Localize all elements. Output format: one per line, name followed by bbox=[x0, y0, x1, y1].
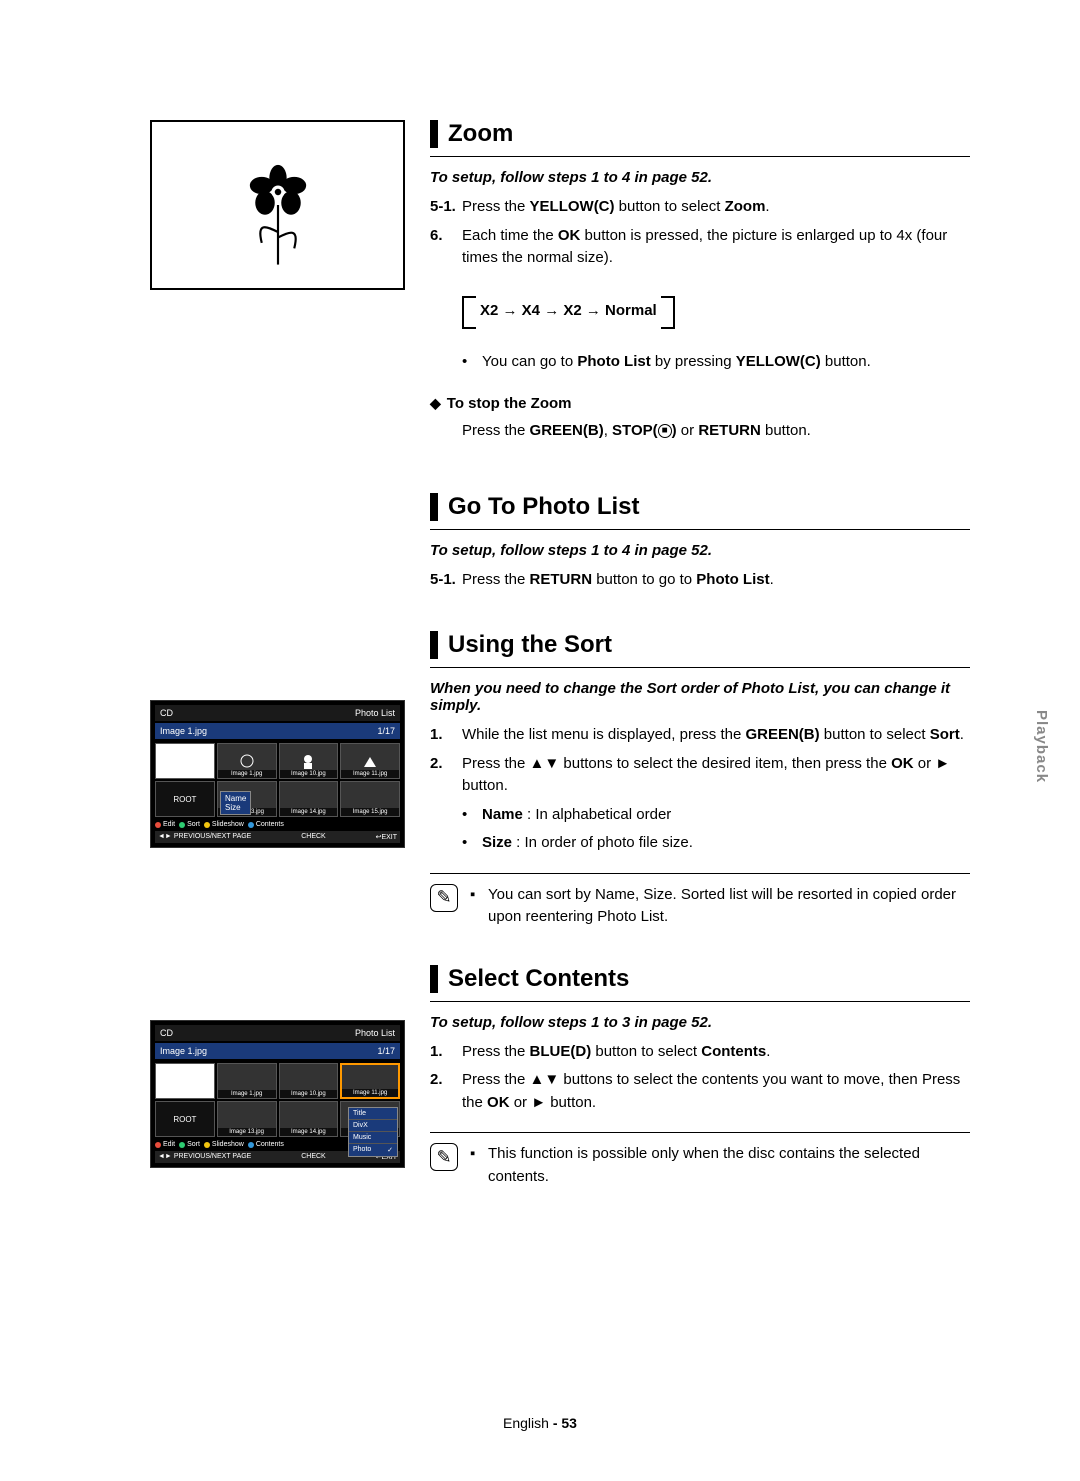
step-number: 6. bbox=[430, 225, 462, 270]
zoom-heading: Zoom bbox=[448, 120, 513, 148]
side-tab-playback: Playback bbox=[1033, 710, 1050, 783]
zoom-sequence: X2 → X4 → X2 → Normal bbox=[462, 296, 675, 325]
section-sort: Using the Sort When you need to change t… bbox=[430, 631, 970, 929]
step-number: 1. bbox=[430, 724, 462, 747]
section-zoom: Zoom To setup, follow steps 1 to 4 in pa… bbox=[430, 120, 970, 443]
section-select-contents: Select Contents To setup, follow steps 1… bbox=[430, 965, 970, 1189]
contents-ui-screenshot: CDPhoto List Image 1.jpg1/17 Image 1.jpg… bbox=[150, 1020, 405, 1168]
contents-note: ✎ ▪ This function is possible only when … bbox=[430, 1143, 970, 1188]
zoom-preview-image bbox=[150, 120, 405, 290]
sort-note: ✎ ▪ You can sort by Name, Size. Sorted l… bbox=[430, 884, 970, 929]
zoom-setup: To setup, follow steps 1 to 4 in page 52… bbox=[430, 169, 970, 186]
step-number: 1. bbox=[430, 1041, 462, 1064]
sort-intro: When you need to change the Sort order o… bbox=[430, 680, 970, 714]
step-number: 5-1. bbox=[430, 569, 462, 592]
note-icon: ✎ bbox=[430, 884, 458, 912]
goto-heading: Go To Photo List bbox=[448, 493, 640, 521]
contents-heading: Select Contents bbox=[448, 965, 629, 993]
note-icon: ✎ bbox=[430, 1143, 458, 1171]
sort-heading: Using the Sort bbox=[448, 631, 612, 659]
page-footer: English - 53 bbox=[0, 1415, 1080, 1431]
step-number: 2. bbox=[430, 1069, 462, 1114]
step-number: 5-1. bbox=[430, 196, 462, 219]
step-number: 2. bbox=[430, 753, 462, 798]
section-goto-photolist: Go To Photo List To setup, follow steps … bbox=[430, 493, 970, 592]
sort-ui-screenshot: CDPhoto List Image 1.jpg1/17 Image 1.jpg… bbox=[150, 700, 405, 848]
stop-zoom-heading: ◆To stop the Zoom bbox=[430, 395, 970, 412]
contents-setup: To setup, follow steps 1 to 3 in page 52… bbox=[430, 1014, 970, 1031]
goto-setup: To setup, follow steps 1 to 4 in page 52… bbox=[430, 542, 970, 559]
